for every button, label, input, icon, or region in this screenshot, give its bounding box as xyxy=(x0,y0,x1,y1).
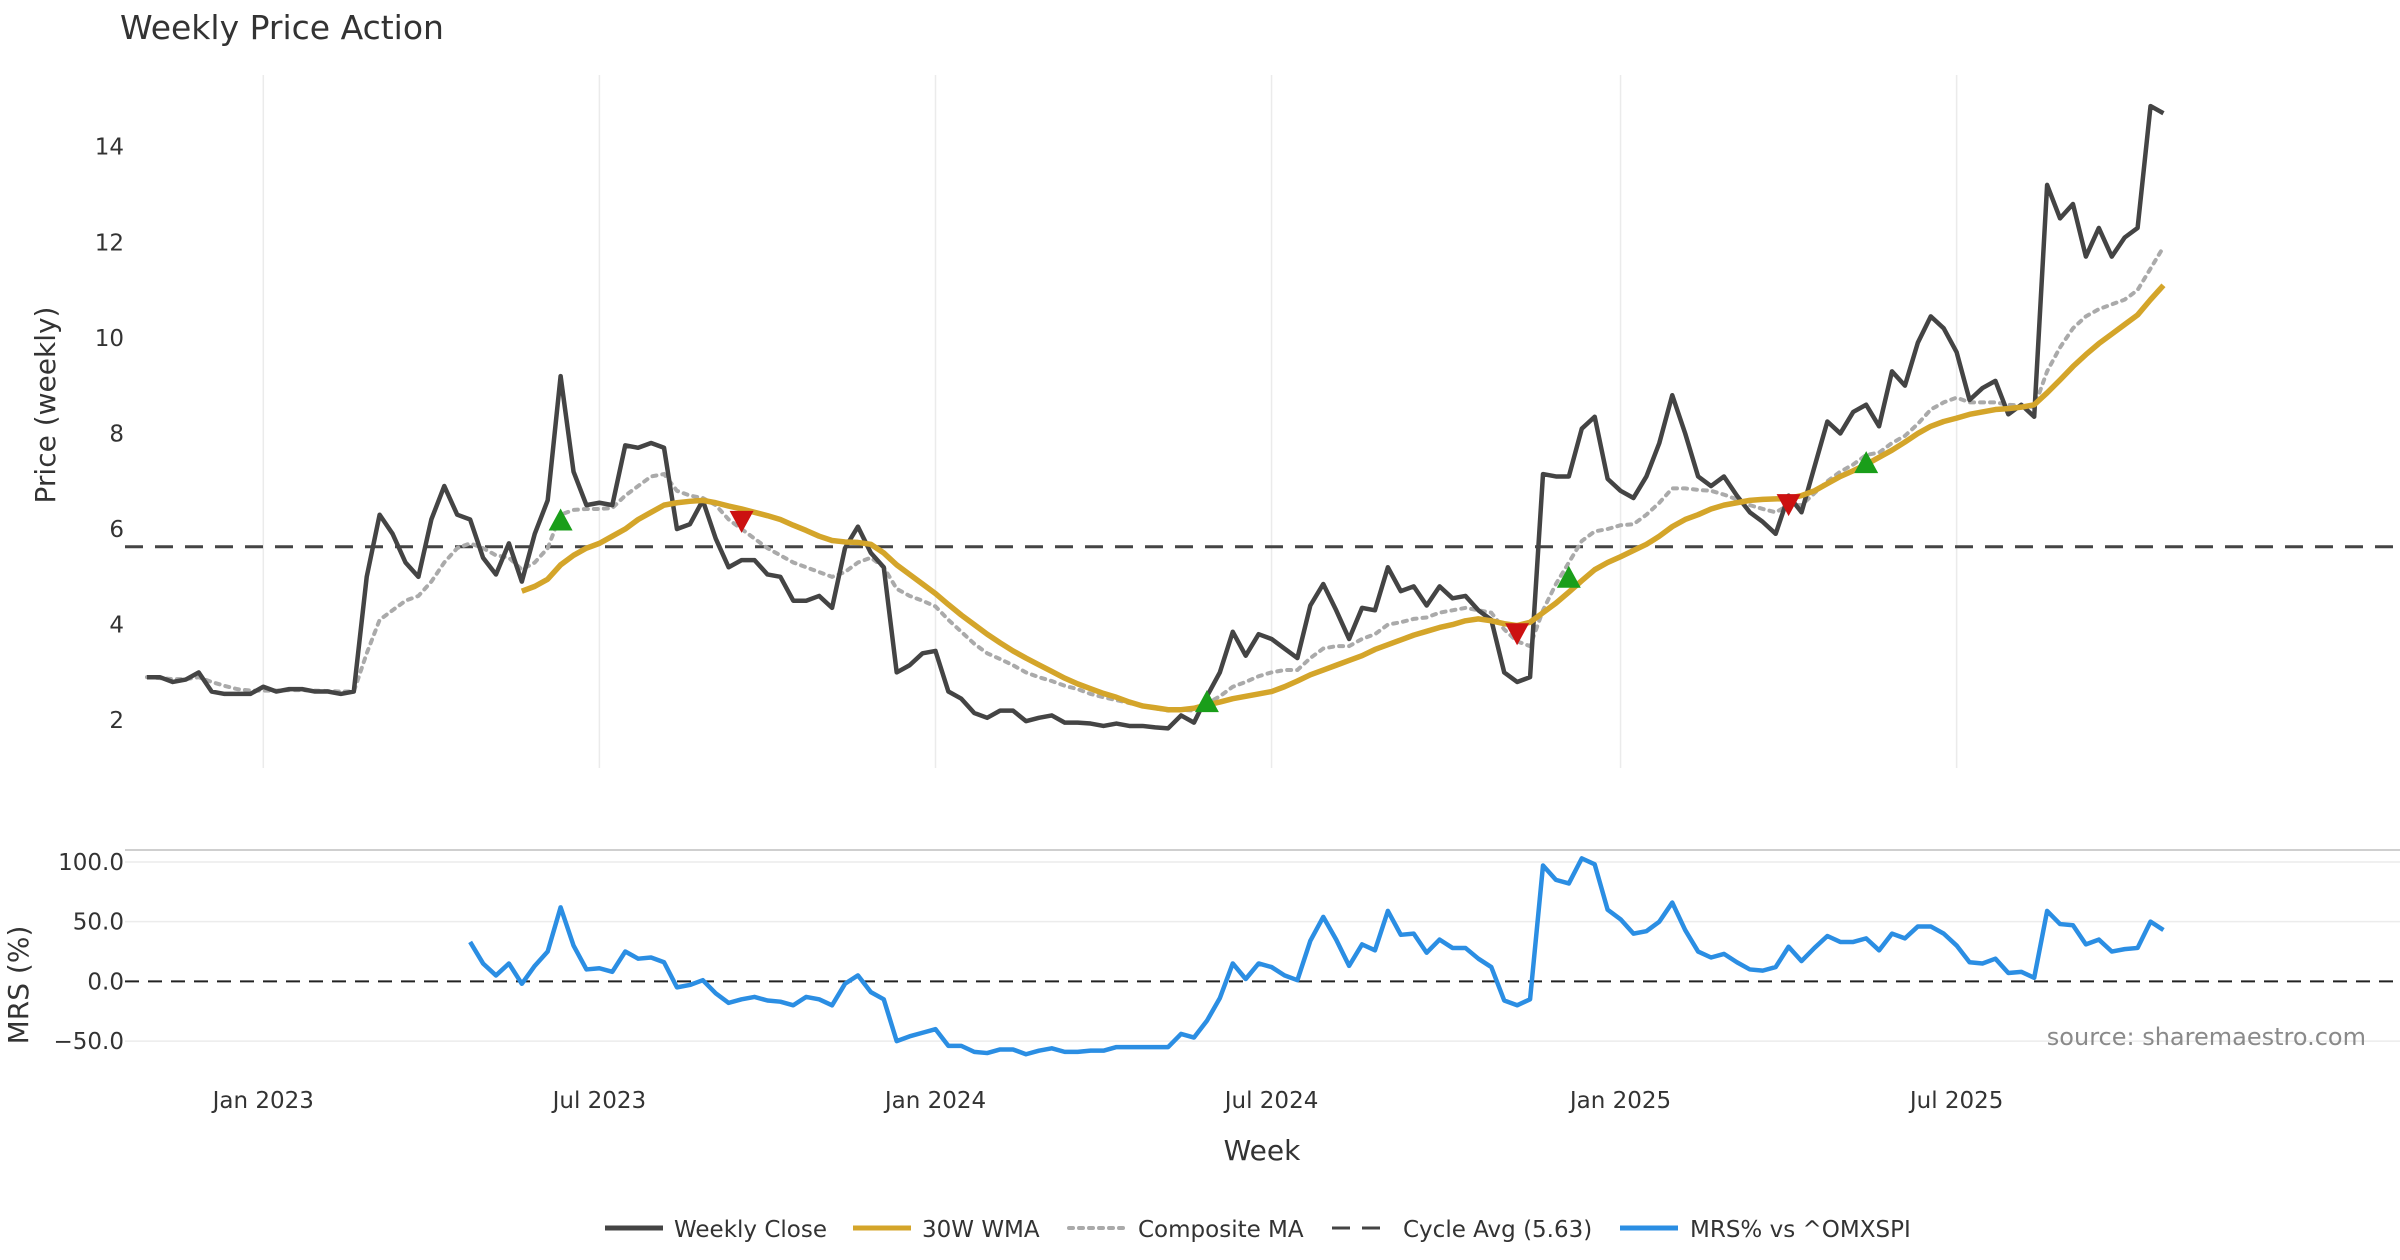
legend: Weekly Close 30W WMA Composite MA Cycle … xyxy=(605,1217,1911,1243)
chart-title: Weekly Price Action xyxy=(120,8,444,47)
legend-item-mrs[interactable]: MRS% vs ^OMXSPI xyxy=(1620,1217,1911,1243)
mrs-y-tick-label: −50.0 xyxy=(54,1029,124,1055)
price-y-tick-label: 10 xyxy=(95,326,124,352)
legend-item-weekly-close[interactable]: Weekly Close xyxy=(605,1217,827,1243)
weekly-close-line xyxy=(146,103,2165,731)
price-y-tick-label: 2 xyxy=(109,708,124,734)
mrs-y-tick-label: 50.0 xyxy=(73,910,124,936)
x-tick-label: Jul 2025 xyxy=(1908,1088,2004,1114)
composite-ma-line xyxy=(144,245,2166,713)
sell-signal-marker xyxy=(1776,494,1801,517)
legend-label-mrs: MRS% vs ^OMXSPI xyxy=(1690,1217,1911,1243)
sell-signal-marker xyxy=(1505,623,1530,646)
x-axis-label: Week xyxy=(1224,1134,1301,1167)
price-y-tick-label: 12 xyxy=(95,230,124,256)
source-watermark: source: sharemaestro.com xyxy=(2047,1023,2366,1051)
buy-signal-marker xyxy=(548,508,573,531)
legend-label-composite-ma: Composite MA xyxy=(1138,1217,1304,1243)
sell-signal-marker xyxy=(729,510,754,533)
x-tick-label: Jan 2025 xyxy=(1568,1088,1671,1114)
legend-label-weekly-close: Weekly Close xyxy=(674,1217,827,1243)
price-y-axis-label: Price (weekly) xyxy=(29,307,62,504)
price-y-tick-label: 4 xyxy=(109,613,124,639)
legend-label-cycle-avg: Cycle Avg (5.63) xyxy=(1403,1217,1592,1243)
x-tick-label: Jul 2024 xyxy=(1223,1088,1319,1114)
buy-signal-marker xyxy=(1194,690,1219,713)
grid-layer xyxy=(125,75,2400,1042)
mrs-y-axis-label: MRS (%) xyxy=(2,926,35,1045)
price-y-tick-label: 14 xyxy=(95,135,124,161)
buy-signal-marker xyxy=(1854,451,1879,474)
mrs-y-tick-label: 0.0 xyxy=(87,969,124,995)
price-y-tick-label: 6 xyxy=(109,517,124,543)
x-tick-label: Jan 2024 xyxy=(883,1088,986,1114)
mrs-line xyxy=(468,856,2165,1057)
price-y-tick-label: 8 xyxy=(109,421,124,447)
legend-item-cycle-avg[interactable]: Cycle Avg (5.63) xyxy=(1332,1217,1592,1243)
x-tick-label: Jan 2023 xyxy=(211,1088,314,1114)
legend-item-composite-ma[interactable]: Composite MA xyxy=(1067,1217,1304,1243)
axes-layer: Jan 2023 Jul 2023 Jan 2024 Jul 2024 Jan 2025… xyxy=(54,135,2004,1114)
legend-item-30w-wma[interactable]: 30W WMA xyxy=(853,1217,1040,1243)
x-tick-label: Jul 2023 xyxy=(551,1088,647,1114)
mrs-y-tick-label: 100.0 xyxy=(58,850,124,876)
markers-layer xyxy=(548,451,1879,713)
buy-signal-marker xyxy=(1556,565,1581,588)
wma-30w-line xyxy=(520,283,2166,713)
series-layer xyxy=(125,103,2400,1057)
legend-label-30w-wma: 30W WMA xyxy=(922,1217,1040,1243)
